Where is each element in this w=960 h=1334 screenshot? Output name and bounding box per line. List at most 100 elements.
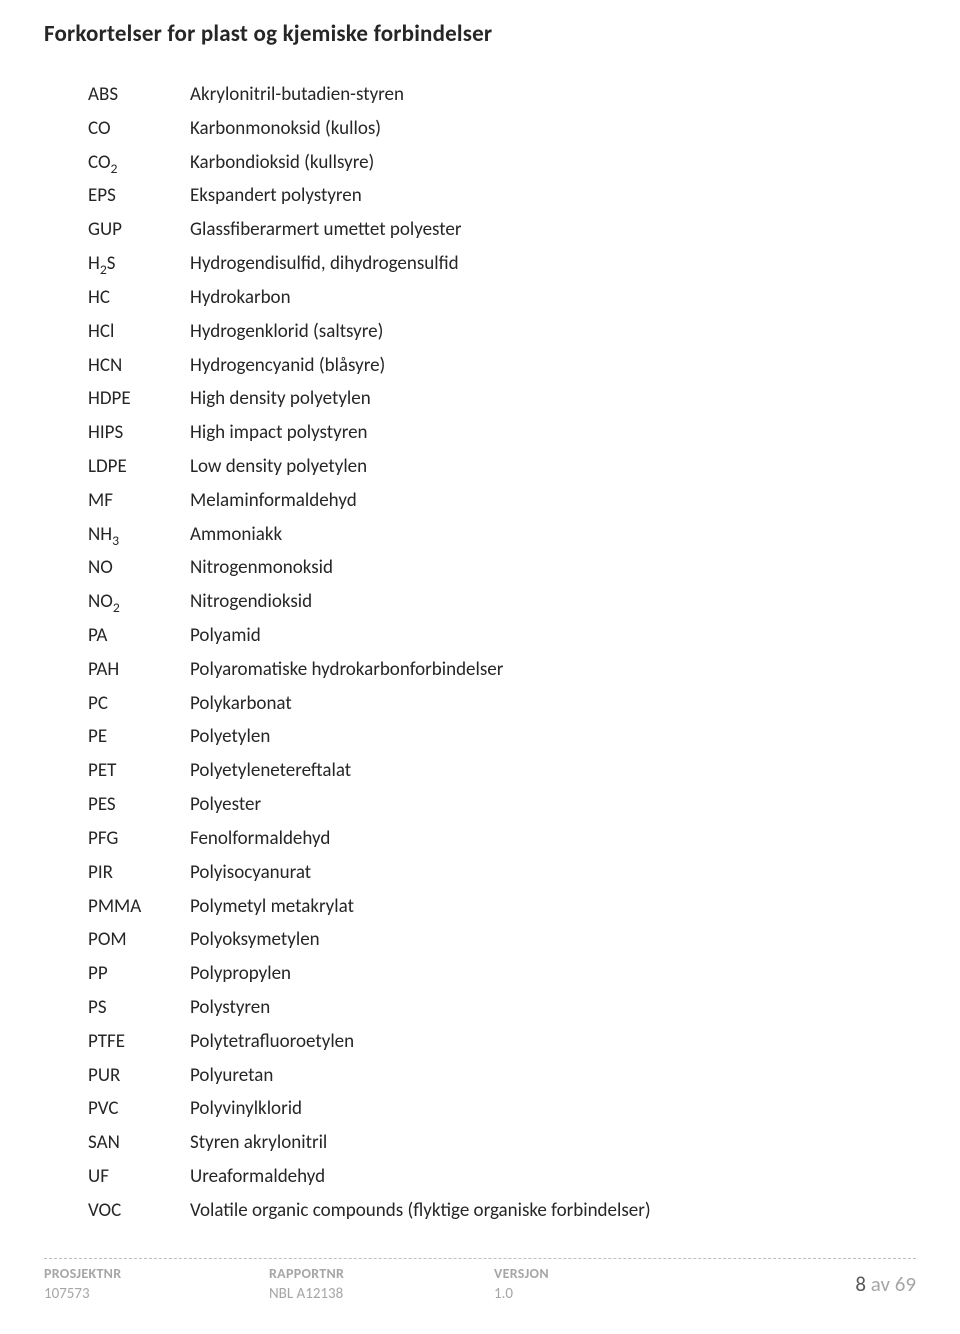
abbreviation-row: PCPolykarbonat <box>88 687 916 721</box>
abbreviation-row: MFMelaminformaldehyd <box>88 484 916 518</box>
footer-label: RAPPORTNR <box>269 1265 494 1284</box>
abbreviation-row: PAHPolyaromatiske hydrokarbonforbindelse… <box>88 653 916 687</box>
footer-value: NBL A12138 <box>269 1284 494 1304</box>
footer-col-versjon: VERSJON 1.0 <box>494 1265 719 1304</box>
abbreviation-key: PA <box>88 619 190 653</box>
abbreviation-key: PUR <box>88 1059 190 1093</box>
abbreviation-key: HC <box>88 281 190 315</box>
page-current: 8 <box>855 1271 866 1297</box>
abbreviation-key: H2S <box>88 247 190 281</box>
abbreviation-value: Polytetrafluoroetylen <box>190 1025 916 1059</box>
abbreviation-key: PS <box>88 991 190 1025</box>
abbreviation-value: Polymetyl metakrylat <box>190 890 916 924</box>
abbreviation-value: Polykarbonat <box>190 687 916 721</box>
abbreviation-value: Fenolformaldehyd <box>190 822 916 856</box>
abbreviation-key: NO2 <box>88 585 190 619</box>
abbreviation-row: PVCPolyvinylklorid <box>88 1092 916 1126</box>
abbreviation-value: High impact polystyren <box>190 416 916 450</box>
abbreviation-key: PIR <box>88 856 190 890</box>
abbreviation-row: LDPELow density polyetylen <box>88 450 916 484</box>
abbreviation-value: Polyoksymetylen <box>190 923 916 957</box>
footer-col-rapportnr: RAPPORTNR NBL A12138 <box>269 1265 494 1304</box>
abbreviation-key: PES <box>88 788 190 822</box>
abbreviation-key: PTFE <box>88 1025 190 1059</box>
abbreviation-key: MF <box>88 484 190 518</box>
abbreviation-key: CO2 <box>88 146 190 180</box>
abbreviation-row: PIRPolyisocyanurat <box>88 856 916 890</box>
abbreviation-key: CO <box>88 112 190 146</box>
abbreviation-value: Low density polyetylen <box>190 450 916 484</box>
footer-columns: PROSJEKTNR 107573 RAPPORTNR NBL A12138 V… <box>44 1265 916 1304</box>
abbreviation-key: ABS <box>88 78 190 112</box>
abbreviation-row: GUPGlassfiberarmert umettet polyester <box>88 213 916 247</box>
abbreviation-value: Polyaromatiske hydrokarbonforbindelser <box>190 653 916 687</box>
abbreviation-value: Akrylonitril-butadien-styren <box>190 78 916 112</box>
abbreviation-key: PET <box>88 754 190 788</box>
abbreviation-value: Hydrogenklorid (saltsyre) <box>190 315 916 349</box>
abbreviation-value: High density polyetylen <box>190 382 916 416</box>
footer-label: VERSJON <box>494 1265 719 1284</box>
abbreviation-value: Glassfiberarmert umettet polyester <box>190 213 916 247</box>
abbreviation-value: Karbondioksid (kullsyre) <box>190 146 916 180</box>
abbreviation-row: HDPEHigh density polyetylen <box>88 382 916 416</box>
abbreviation-key: HIPS <box>88 416 190 450</box>
abbreviation-value: Styren akrylonitril <box>190 1126 916 1160</box>
abbreviation-key: PP <box>88 957 190 991</box>
abbreviation-value: Volatile organic compounds (flyktige org… <box>190 1194 916 1228</box>
abbreviation-value: Karbonmonoksid (kullos) <box>190 112 916 146</box>
page-title: Forkortelser for plast og kjemiske forbi… <box>44 20 916 48</box>
abbreviation-row: HCNHydrogencyanid (blåsyre) <box>88 349 916 383</box>
abbreviation-row: PEPolyetylen <box>88 720 916 754</box>
abbreviation-key: PMMA <box>88 890 190 924</box>
document-page: Forkortelser for plast og kjemiske forbi… <box>0 0 960 1334</box>
abbreviation-row: POMPolyoksymetylen <box>88 923 916 957</box>
abbreviation-row: PSPolystyren <box>88 991 916 1025</box>
abbreviation-key: PVC <box>88 1092 190 1126</box>
abbreviation-row: PAPolyamid <box>88 619 916 653</box>
abbreviation-value: Ureaformaldehyd <box>190 1160 916 1194</box>
abbreviation-value: Polyetylenetereftalat <box>190 754 916 788</box>
abbreviation-value: Ekspandert polystyren <box>190 179 916 213</box>
footer-divider <box>44 1258 916 1259</box>
footer-value: 107573 <box>44 1284 269 1304</box>
abbreviation-row: HClHydrogenklorid (saltsyre) <box>88 315 916 349</box>
abbreviation-row: PMMAPolymetyl metakrylat <box>88 890 916 924</box>
abbreviation-key: VOC <box>88 1194 190 1228</box>
abbreviation-row: PETPolyetylenetereftalat <box>88 754 916 788</box>
abbreviation-row: SANStyren akrylonitril <box>88 1126 916 1160</box>
abbreviation-value: Melaminformaldehyd <box>190 484 916 518</box>
footer-col-prosjektnr: PROSJEKTNR 107573 <box>44 1265 269 1304</box>
abbreviation-key: UF <box>88 1160 190 1194</box>
abbreviation-row: COKarbonmonoksid (kullos) <box>88 112 916 146</box>
abbreviation-value: Ammoniakk <box>190 518 916 552</box>
footer-page-number: 8 av 69 <box>855 1270 916 1298</box>
page-footer: PROSJEKTNR 107573 RAPPORTNR NBL A12138 V… <box>44 1258 916 1304</box>
abbreviation-row: NO2Nitrogendioksid <box>88 585 916 619</box>
abbreviation-row: PURPolyuretan <box>88 1059 916 1093</box>
abbreviation-value: Polystyren <box>190 991 916 1025</box>
footer-value: 1.0 <box>494 1284 719 1304</box>
page-total: 69 <box>895 1271 916 1297</box>
abbreviation-row: PTFEPolytetrafluoroetylen <box>88 1025 916 1059</box>
abbreviation-row: EPSEkspandert polystyren <box>88 179 916 213</box>
abbreviation-row: ABSAkrylonitril-butadien-styren <box>88 78 916 112</box>
abbreviation-key: POM <box>88 923 190 957</box>
abbreviation-value: Polyvinylklorid <box>190 1092 916 1126</box>
abbreviation-row: CO2Karbondioksid (kullsyre) <box>88 146 916 180</box>
abbreviation-key: PE <box>88 720 190 754</box>
abbreviation-value: Polypropylen <box>190 957 916 991</box>
abbreviation-value: Polyetylen <box>190 720 916 754</box>
abbreviation-key: PAH <box>88 653 190 687</box>
abbreviation-row: PFGFenolformaldehyd <box>88 822 916 856</box>
abbreviation-value: Polyamid <box>190 619 916 653</box>
abbreviation-row: HIPSHigh impact polystyren <box>88 416 916 450</box>
abbreviation-value: Polyester <box>190 788 916 822</box>
abbreviation-value: Hydrogencyanid (blåsyre) <box>190 349 916 383</box>
abbreviation-key: PC <box>88 687 190 721</box>
page-sep: av <box>866 1271 895 1297</box>
abbreviation-key: GUP <box>88 213 190 247</box>
abbreviation-row: NONitrogenmonoksid <box>88 551 916 585</box>
footer-label: PROSJEKTNR <box>44 1265 269 1284</box>
abbreviation-row: VOCVolatile organic compounds (flyktige … <box>88 1194 916 1228</box>
abbreviation-row: H2SHydrogendisulfid, dihydrogensulfid <box>88 247 916 281</box>
